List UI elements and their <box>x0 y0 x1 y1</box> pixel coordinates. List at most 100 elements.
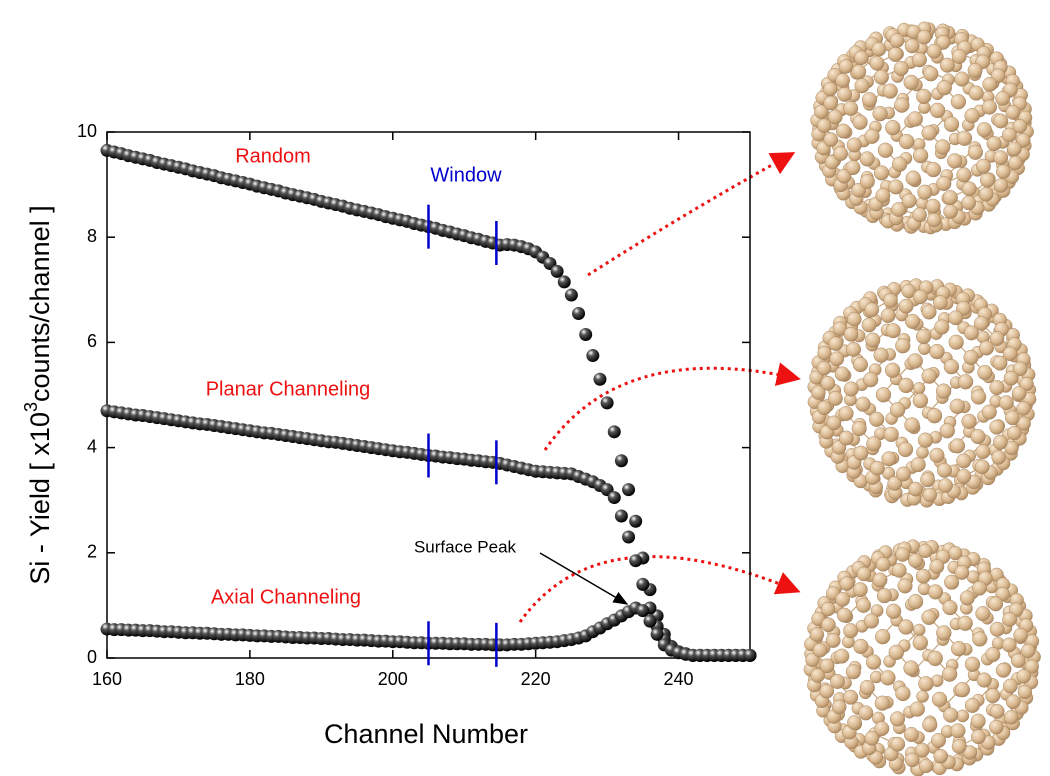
atom <box>995 91 1010 106</box>
atom <box>916 328 932 345</box>
atom <box>972 631 988 647</box>
atom <box>853 638 869 654</box>
atom <box>913 289 928 305</box>
atom <box>943 359 960 375</box>
atom <box>903 727 919 742</box>
atom <box>893 60 909 77</box>
atom <box>872 572 888 588</box>
atom <box>838 59 854 74</box>
atom <box>1008 155 1023 171</box>
atom <box>836 607 852 623</box>
atom <box>943 116 960 132</box>
atom <box>996 164 1011 179</box>
atom <box>863 372 879 388</box>
x-tick-label: 240 <box>664 669 694 689</box>
atom <box>853 582 868 598</box>
x-tick-label: 180 <box>235 669 265 689</box>
atom <box>812 642 828 658</box>
atom <box>895 547 910 562</box>
atom <box>914 742 930 758</box>
atom <box>954 565 970 580</box>
atom <box>993 113 1009 129</box>
atom <box>1007 141 1022 157</box>
atom <box>1002 612 1017 627</box>
atom <box>950 94 967 110</box>
atom <box>912 382 926 395</box>
atom <box>989 719 1004 735</box>
atom <box>985 647 1001 663</box>
atom <box>971 729 986 745</box>
y-axis-title-part: counts/channel ] <box>25 205 55 402</box>
atom <box>851 64 867 80</box>
arrow <box>543 362 801 451</box>
atom <box>951 49 967 64</box>
y-tick-label: 2 <box>87 542 97 562</box>
atom <box>907 111 923 127</box>
atom <box>852 357 868 373</box>
atom <box>975 444 991 460</box>
atom <box>809 370 824 385</box>
atom <box>905 170 921 186</box>
atom <box>971 389 987 405</box>
atom <box>942 190 958 205</box>
atom <box>963 349 979 365</box>
atom <box>921 304 937 320</box>
atom <box>1012 361 1028 377</box>
y-axis-title-sup: 3 <box>21 402 41 412</box>
atom <box>874 695 890 711</box>
atom <box>964 108 980 124</box>
atom <box>885 120 901 136</box>
atom <box>1005 410 1020 426</box>
atom <box>938 478 953 493</box>
atom <box>961 195 977 211</box>
atom <box>908 481 923 497</box>
atom <box>967 144 983 160</box>
atom <box>838 406 854 421</box>
atom <box>1003 678 1018 694</box>
atom <box>835 592 850 607</box>
atom <box>918 758 934 774</box>
data-point <box>636 577 650 591</box>
atom <box>875 188 891 203</box>
atom <box>864 302 880 318</box>
y-tick-label: 4 <box>87 436 97 456</box>
atom <box>989 331 1005 346</box>
atom <box>926 408 943 424</box>
atom <box>979 340 994 356</box>
atom <box>821 617 836 633</box>
atom <box>828 336 843 351</box>
atom <box>961 181 977 197</box>
atom <box>819 658 835 674</box>
annotation-arrow <box>539 552 629 605</box>
atom <box>957 374 974 390</box>
atom <box>1004 710 1019 725</box>
atom <box>1010 653 1026 668</box>
atom <box>898 619 914 635</box>
atom <box>871 41 887 57</box>
atom <box>956 453 972 469</box>
atom <box>916 446 929 459</box>
atom <box>927 650 943 667</box>
atom <box>921 609 937 625</box>
atom <box>885 603 902 619</box>
atom <box>961 413 977 429</box>
atom <box>998 395 1014 411</box>
data-point <box>643 614 657 628</box>
atom <box>959 590 975 606</box>
atom <box>843 623 859 639</box>
atom <box>933 295 948 310</box>
atom <box>918 543 933 559</box>
atom <box>989 704 1005 719</box>
atom <box>828 391 843 406</box>
series <box>100 601 757 662</box>
atom <box>897 441 914 458</box>
arrow <box>587 152 796 277</box>
atom <box>891 156 908 172</box>
atom <box>835 73 850 88</box>
atom <box>981 404 997 420</box>
atom <box>922 487 937 503</box>
atom <box>1005 105 1021 120</box>
atom <box>931 733 946 748</box>
atom <box>1020 643 1036 659</box>
atom <box>831 699 847 715</box>
